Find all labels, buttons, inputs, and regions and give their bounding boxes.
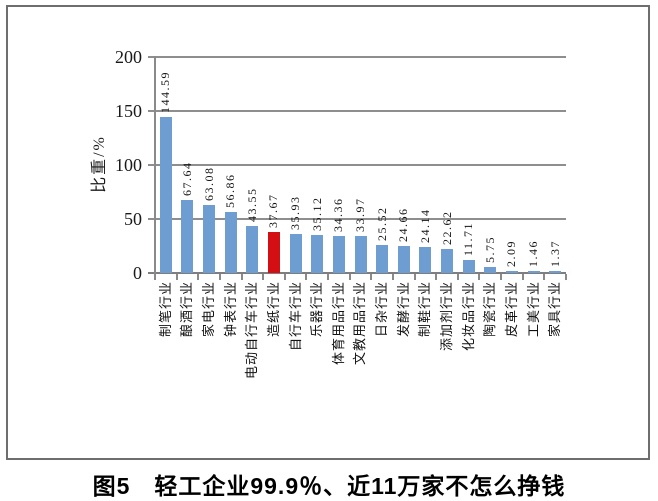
category-label: 电动自行车行业: [244, 281, 260, 380]
bar-value-label: 34.36: [331, 197, 346, 232]
category-tick: [370, 274, 373, 280]
category-label: 造纸行业: [265, 281, 281, 338]
gridline: [148, 164, 566, 166]
category-tick: [197, 274, 200, 280]
category-tick: [348, 274, 351, 280]
bar-value-label: 11.71: [461, 222, 476, 257]
bar-value-label: 2.09: [504, 239, 519, 267]
category-tick: [478, 274, 481, 280]
y-tick-label: 0: [133, 263, 142, 283]
bar-value-label: 35.12: [309, 196, 324, 232]
category-tick: [262, 274, 265, 280]
bar-value-label: 5.75: [482, 235, 497, 263]
y-axis-line: [154, 56, 156, 274]
category-label: 体育用品行业: [330, 281, 346, 366]
y-tick-label: 200: [115, 47, 142, 67]
category-tick: [435, 274, 438, 280]
category-label: 发酵行业: [395, 281, 411, 338]
bar: [484, 266, 497, 273]
category-label: 家具行业: [547, 281, 563, 338]
category-tick: [456, 274, 459, 280]
bar-value-label: 56.86: [223, 173, 238, 208]
figure-caption: 图5 轻工企业99.9％、近11万家不怎么挣钱: [92, 473, 566, 499]
category-label: 文教用品行业: [352, 281, 368, 366]
category-tick: [240, 274, 243, 280]
category-tick: [305, 274, 308, 280]
category-tick: [565, 274, 567, 280]
category-label: 酿酒行业: [179, 281, 195, 338]
bar: [332, 235, 345, 273]
bar: [289, 234, 302, 273]
bar-value-label: 24.66: [396, 207, 411, 243]
category-label: 皮革行业: [503, 281, 519, 338]
category-label: 家电行业: [201, 281, 217, 338]
category-tick: [327, 274, 330, 280]
category-label: 工美行业: [525, 281, 541, 338]
bar: [159, 116, 172, 273]
bar: [181, 199, 194, 273]
y-tick-label: 100: [115, 155, 142, 175]
bar-value-label: 43.55: [244, 187, 259, 222]
category-tick: [175, 274, 178, 280]
bar: [224, 211, 237, 273]
bar-value-label: 144.59: [158, 70, 173, 113]
category-tick: [391, 274, 394, 280]
category-label: 化妆品行业: [460, 281, 476, 352]
bar: [505, 270, 518, 273]
bar-highlighted: [267, 232, 280, 273]
category-label: 乐器行业: [309, 281, 325, 338]
bar: [246, 225, 259, 273]
bar-value-label: 22.62: [439, 210, 454, 245]
category-label: 陶瓷行业: [482, 281, 498, 338]
gridline: [148, 218, 566, 220]
bar-value-label: 37.67: [266, 193, 281, 229]
gridline: [148, 110, 566, 112]
bar-value-label: 33.97: [353, 197, 367, 233]
bar: [203, 204, 216, 273]
category-label: 日杂行业: [374, 281, 390, 338]
chart-frame: [6, 5, 650, 460]
category-label: 制笔行业: [157, 281, 173, 338]
bar: [354, 236, 367, 273]
category-tick: [413, 274, 416, 280]
bar: [441, 248, 454, 273]
bar: [527, 271, 540, 273]
bar: [419, 246, 432, 273]
bar: [311, 235, 324, 273]
bar: [376, 245, 389, 273]
category-tick: [283, 274, 286, 280]
bar: [397, 246, 410, 273]
category-tick: [218, 274, 221, 280]
gridline: [148, 56, 566, 58]
category-tick: [154, 274, 156, 280]
bar-value-label: 63.08: [201, 166, 216, 201]
category-label: 添加剂行业: [439, 281, 455, 352]
bar: [549, 271, 562, 273]
bar: [462, 260, 475, 273]
bar-value-label: 35.93: [288, 195, 303, 231]
bar-value-label: 1.37: [547, 240, 562, 267]
category-label: 钟表行业: [222, 281, 238, 338]
bar-value-label: 67.64: [179, 161, 194, 196]
x-axis-line: [148, 272, 566, 274]
category-label: 制鞋行业: [417, 281, 433, 338]
category-tick: [543, 274, 546, 280]
bar-value-label: 24.14: [417, 208, 432, 243]
category-tick: [521, 274, 524, 280]
bar-value-label: 1.46: [526, 240, 541, 267]
y-tick-label: 50: [124, 209, 142, 229]
category-tick: [500, 274, 503, 280]
y-tick-label: 150: [115, 101, 142, 121]
bar-value-label: 25.52: [374, 206, 389, 242]
category-label: 自行车行业: [287, 281, 303, 352]
